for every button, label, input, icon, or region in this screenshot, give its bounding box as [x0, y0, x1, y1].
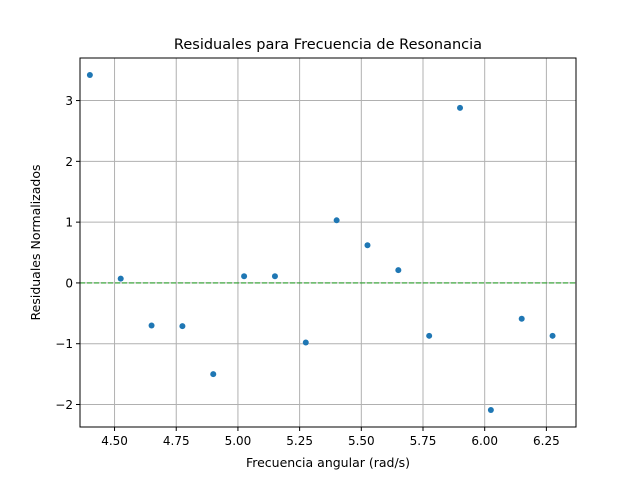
- y-axis-ticks: −2 −1 0 1 2 3: [55, 94, 80, 412]
- data-point: [271, 273, 278, 280]
- plot-area-frame: [79, 57, 577, 428]
- x-tick-label: 5.00: [225, 434, 252, 448]
- data-point: [487, 406, 494, 413]
- x-tick-label: 5.75: [410, 434, 437, 448]
- plot-area-background: [80, 58, 576, 427]
- data-point: [86, 72, 93, 79]
- data-point: [117, 275, 124, 282]
- y-tick-label: 3: [65, 94, 73, 108]
- x-tick-label: 4.75: [163, 434, 190, 448]
- x-tick-label: 4.50: [101, 434, 128, 448]
- y-tick-label: −2: [55, 398, 73, 412]
- x-tick-label: 5.50: [348, 434, 375, 448]
- data-point: [179, 323, 186, 330]
- y-tick-label: 0: [65, 276, 73, 290]
- data-point: [549, 332, 556, 339]
- y-tick-label: 1: [65, 216, 73, 230]
- y-tick-label: −1: [55, 337, 73, 351]
- x-tick-label: 6.00: [471, 434, 498, 448]
- x-tick-label: 6.25: [533, 434, 560, 448]
- data-point: [333, 217, 340, 224]
- data-point: [210, 371, 217, 378]
- data-point: [395, 267, 402, 274]
- data-point: [148, 322, 155, 329]
- x-axis-label: Frecuencia angular (rad/s): [246, 455, 410, 470]
- y-tick-label: 2: [65, 155, 73, 169]
- data-point: [426, 332, 433, 339]
- data-point: [241, 273, 248, 280]
- y-axis-label: Residuales Normalizados: [28, 165, 43, 321]
- chart-title: Residuales para Frecuencia de Resonancia: [174, 37, 482, 53]
- data-point: [457, 104, 464, 111]
- x-axis-ticks: 4.50 4.75 5.00 5.25 5.50 5.75 6.00 6.25: [101, 427, 560, 448]
- x-tick-label: 5.25: [286, 434, 313, 448]
- data-point: [364, 242, 371, 249]
- data-points: [86, 72, 556, 413]
- data-point: [302, 339, 309, 346]
- data-point: [518, 315, 525, 322]
